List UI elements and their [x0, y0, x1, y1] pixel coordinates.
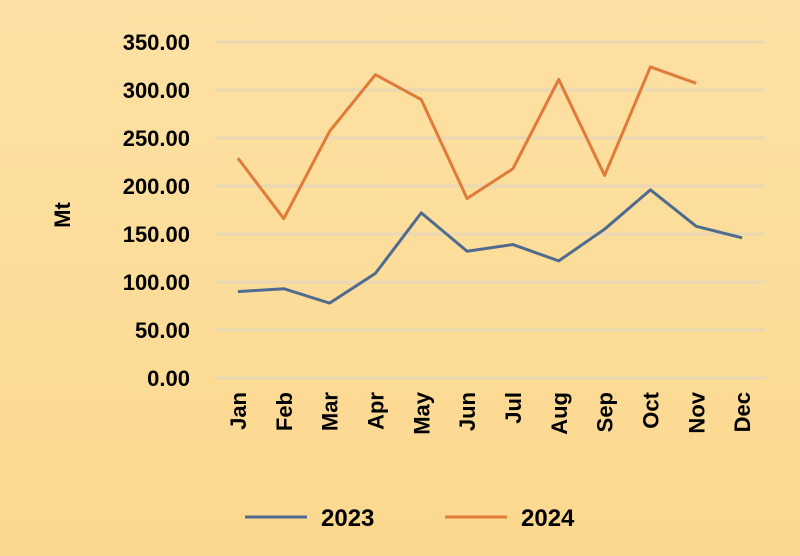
x-tick-label: Jun [455, 392, 480, 431]
x-tick-label: Jan [226, 392, 251, 430]
y-tick-label: 350.00 [123, 30, 190, 55]
x-tick-label: Mar [318, 392, 343, 432]
x-tick-label: Feb [272, 392, 297, 431]
x-axis-ticks: Jan Feb Mar Apr May Jun Jul Aug Sep Oct Nov Dec [226, 391, 755, 435]
legend: 2023 2024 [245, 505, 575, 532]
x-tick-label: Dec [730, 392, 755, 432]
y-tick-label: 200.00 [123, 174, 190, 199]
x-tick-label: May [409, 391, 434, 435]
y-tick-label: 150.00 [123, 222, 190, 247]
y-tick-label: 0.00 [147, 366, 190, 391]
y-tick-label: 300.00 [123, 78, 190, 103]
x-tick-label: Sep [593, 392, 618, 432]
y-tick-label: 250.00 [123, 126, 190, 151]
y-tick-label: 50.00 [135, 318, 190, 343]
x-tick-label: Oct [638, 391, 663, 428]
series-lines [236, 65, 743, 305]
x-tick-label: Nov [684, 391, 709, 433]
series-line-2023 [237, 188, 743, 305]
x-tick-label: Aug [547, 392, 572, 435]
y-tick-label: 100.00 [123, 270, 190, 295]
legend-label: 2023 [321, 505, 374, 532]
y-axis-label: Mt [50, 202, 75, 228]
gridlines [215, 40, 765, 380]
x-tick-label: Jul [501, 392, 526, 424]
y-axis-ticks: 0.00 50.00 100.00 150.00 200.00 250.00 300.00 3… [123, 30, 190, 391]
legend-label: 2024 [521, 505, 575, 532]
x-tick-label: Apr [363, 392, 388, 430]
